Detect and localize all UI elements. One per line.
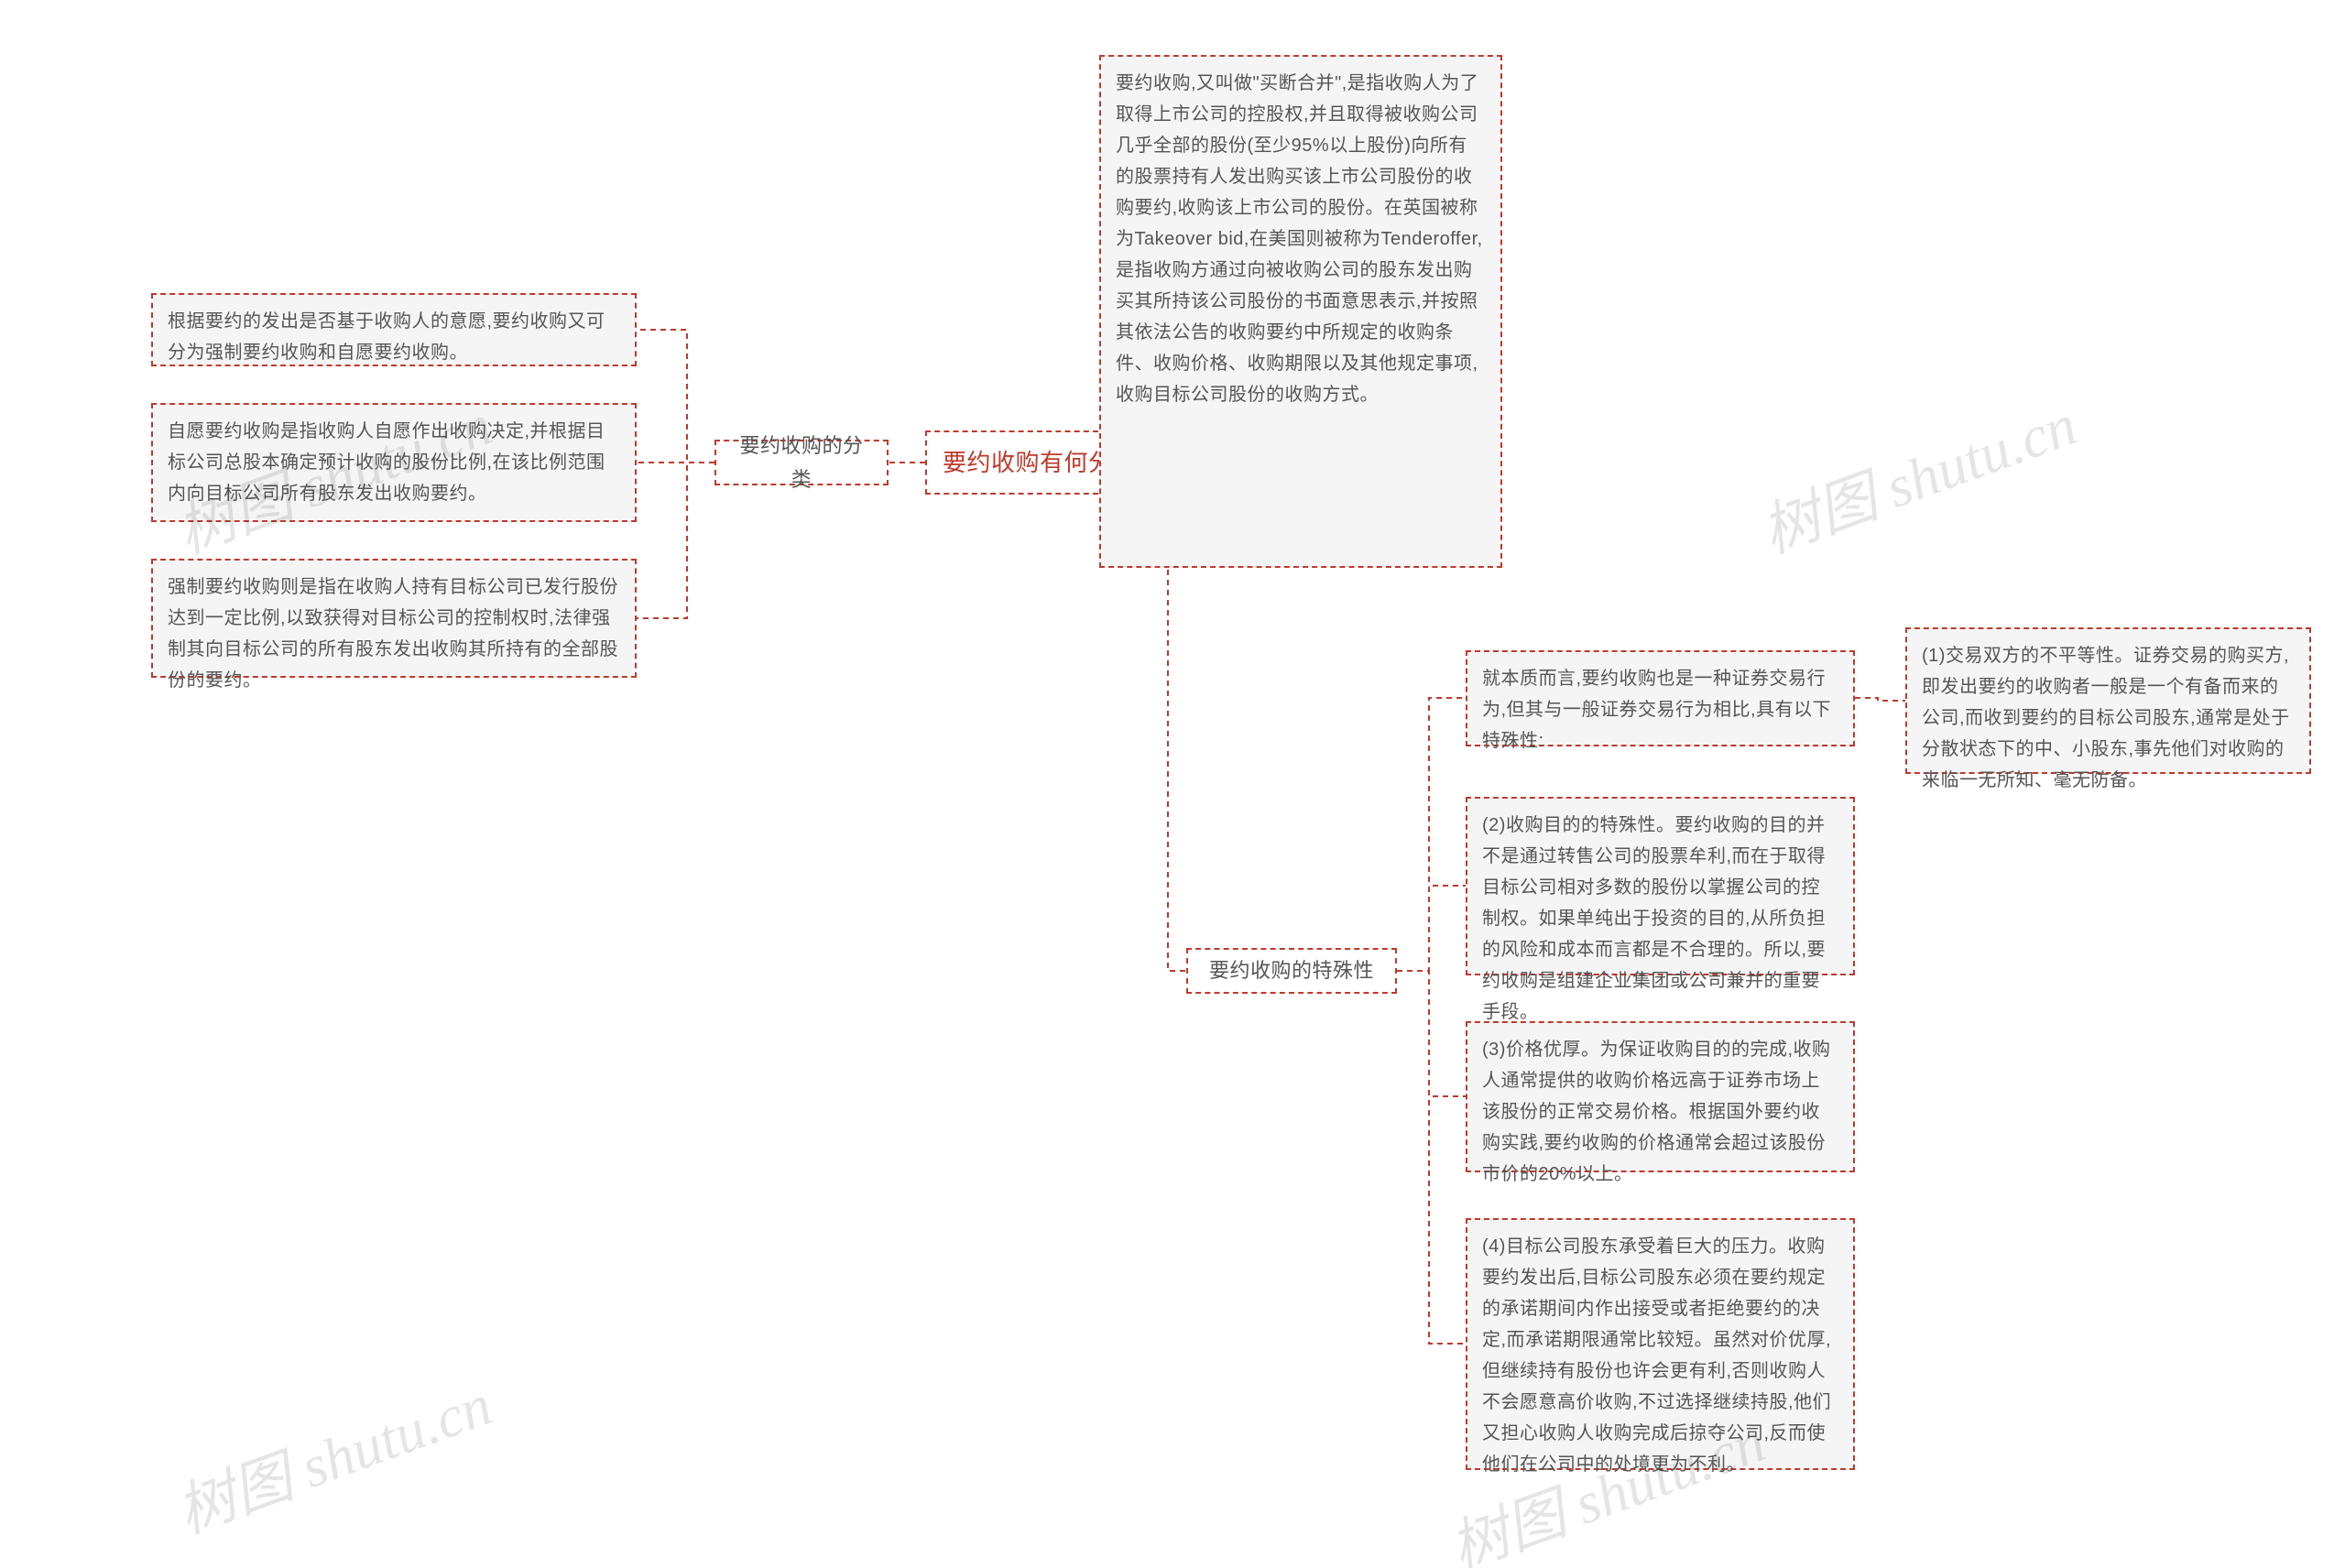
left-branch: 要约收购的分类 xyxy=(714,440,889,485)
watermark-1: 树图 shutu.cn xyxy=(1749,378,2087,570)
right-intro-leaf: 就本质而言,要约收购也是一种证券交易行为,但其与一般证券交易行为相比,具有以下特… xyxy=(1466,650,1855,746)
right-leaf-0: (2)收购目的的特殊性。要约收购的目的并不是通过转售公司的股票牟利,而在于取得目… xyxy=(1466,797,1855,975)
watermark-2: 树图 shutu.cn xyxy=(164,1358,502,1550)
left-leaf-0: 根据要约的发出是否基于收购人的意愿,要约收购又可分为强制要约收购和自愿要约收购。 xyxy=(151,293,637,366)
right-branch: 要约收购的特殊性 xyxy=(1186,948,1397,994)
right-leaf-2: (4)目标公司股东承受着巨大的压力。收购要约发出后,目标公司股东必须在要约规定的… xyxy=(1466,1218,1855,1470)
intro-leaf: 要约收购,又叫做"买断合并",是指收购人为了取得上市公司的控股权,并且取得被收购… xyxy=(1099,55,1502,568)
left-leaf-2: 强制要约收购则是指在收购人持有目标公司已发行股份达到一定比例,以致获得对目标公司… xyxy=(151,559,637,678)
right-leaf-1: (3)价格优厚。为保证收购目的的完成,收购人通常提供的收购价格远高于证券市场上该… xyxy=(1466,1021,1855,1172)
right-intro-child-leaf: (1)交易双方的不平等性。证券交易的购买方,即发出要约的收购者一般是一个有备而来… xyxy=(1905,627,2311,774)
left-leaf-1: 自愿要约收购是指收购人自愿作出收购决定,并根据目标公司总股本确定预计收购的股份比… xyxy=(151,403,637,522)
